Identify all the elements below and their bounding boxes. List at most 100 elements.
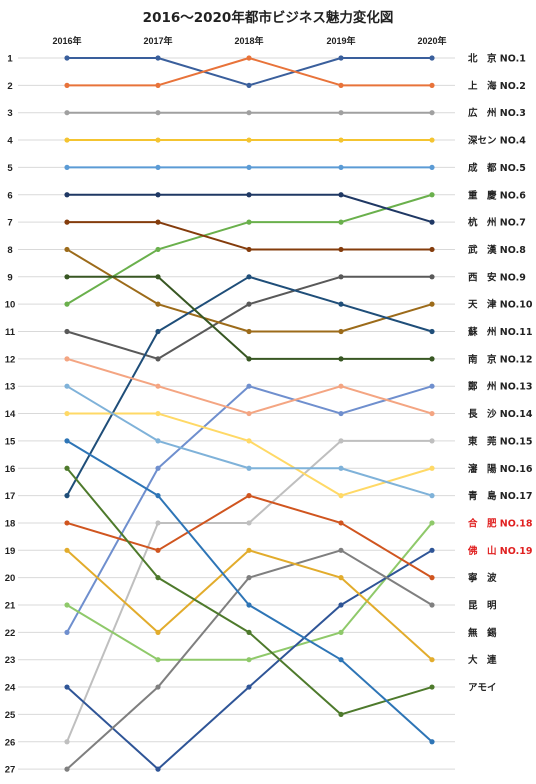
rank-tick-label: 14 (5, 409, 16, 420)
rank-tick-label: 27 (5, 765, 16, 776)
data-point (155, 575, 161, 581)
data-point (155, 356, 161, 362)
data-point (429, 274, 435, 280)
data-point (338, 547, 344, 553)
data-point (429, 356, 435, 362)
data-point (338, 328, 344, 335)
city-label: 広 州 NO.3 (468, 107, 526, 119)
data-point (64, 383, 70, 389)
data-point (429, 55, 435, 61)
series-lines (64, 55, 435, 772)
data-point (338, 137, 344, 143)
data-point (155, 301, 161, 307)
data-point (338, 383, 344, 389)
city-label: 瀋 陽 NO.16 (468, 463, 533, 475)
rank-tick-label: 25 (5, 710, 16, 721)
data-point (64, 547, 70, 553)
data-point (338, 110, 344, 116)
rank-tick-label: 3 (7, 108, 12, 119)
data-point (155, 328, 161, 335)
chart-title: 2016〜2020年都市ビジネス魅力変化図 (143, 9, 394, 26)
data-point (338, 711, 344, 718)
data-point (155, 82, 161, 88)
city-label: 佛 山 NO.19 (467, 545, 532, 557)
data-point (155, 274, 161, 280)
data-point (246, 575, 252, 581)
data-point (338, 575, 344, 581)
city-label: 杭 州 NO.7 (468, 217, 526, 229)
city-label: 上 海 NO.2 (468, 80, 526, 92)
city-label: 成 都 NO.5 (468, 162, 526, 174)
rank-tick-label: 18 (5, 518, 16, 529)
data-point (246, 629, 252, 635)
data-point (64, 602, 70, 608)
year-tick-label: 2017年 (143, 35, 172, 46)
data-point (246, 328, 252, 335)
year-tick-label: 2016年 (52, 35, 81, 46)
data-point (246, 547, 252, 553)
data-point (246, 602, 252, 608)
rank-tick-label: 11 (5, 327, 16, 338)
data-point (64, 301, 70, 307)
data-point (338, 82, 344, 88)
data-point (155, 219, 161, 225)
data-point (429, 520, 435, 526)
city-label: 北 京 NO.1 (468, 53, 526, 65)
city-label: 西 安 NO.9 (468, 271, 526, 283)
data-point (338, 465, 344, 471)
data-point (64, 629, 70, 635)
data-point (338, 246, 344, 253)
data-point (338, 657, 344, 663)
data-point (246, 383, 252, 389)
city-label: 青 島 NO.17 (468, 490, 532, 502)
data-point (429, 465, 435, 471)
data-point (246, 55, 252, 61)
data-point (155, 192, 161, 198)
series-line (67, 57, 432, 87)
city-label: 鄭 州 NO.13 (467, 381, 532, 393)
series-line (66, 248, 433, 333)
data-point (338, 274, 344, 280)
data-point (338, 410, 344, 417)
year-tick-label: 2019年 (326, 35, 355, 46)
data-point (64, 465, 70, 471)
data-point (246, 301, 252, 307)
data-point (429, 164, 435, 170)
city-label: 無 錫 (468, 627, 497, 639)
data-point (64, 356, 70, 362)
data-point (246, 684, 252, 690)
data-point (429, 739, 435, 745)
data-point (155, 383, 161, 389)
data-point (246, 82, 252, 88)
city-label: 武 漢 NO.8 (468, 244, 526, 256)
data-point (64, 82, 70, 88)
data-point (64, 192, 70, 198)
data-point (64, 55, 70, 61)
data-point (338, 493, 344, 499)
data-point (338, 164, 344, 170)
data-point (64, 493, 70, 499)
data-point (246, 493, 252, 499)
data-point (338, 438, 344, 444)
data-point (429, 438, 435, 444)
data-point (429, 547, 435, 553)
data-point (64, 438, 70, 444)
data-point (64, 246, 70, 253)
series-line (66, 522, 433, 661)
data-point (246, 164, 252, 170)
rank-tick-label: 9 (7, 272, 12, 283)
data-point (429, 493, 435, 499)
data-point (246, 137, 252, 143)
year-labels: 2016年 2017年 2018年 2019年 2020年 (52, 35, 446, 46)
rank-tick-label: 12 (5, 354, 16, 365)
rank-tick-label: 15 (5, 436, 16, 447)
data-point (246, 110, 252, 116)
data-point (64, 739, 70, 745)
data-point (246, 192, 252, 198)
rank-tick-label: 24 (5, 683, 16, 694)
city-labels: 北 京 NO.1 上 海 NO.2 広 州 NO.3 深セン NO.4 成 都 NO.5… (467, 53, 533, 694)
rank-tick-label: 13 (5, 382, 16, 393)
city-label: 蘇 州 NO.11 (467, 326, 532, 338)
data-point (246, 246, 252, 253)
